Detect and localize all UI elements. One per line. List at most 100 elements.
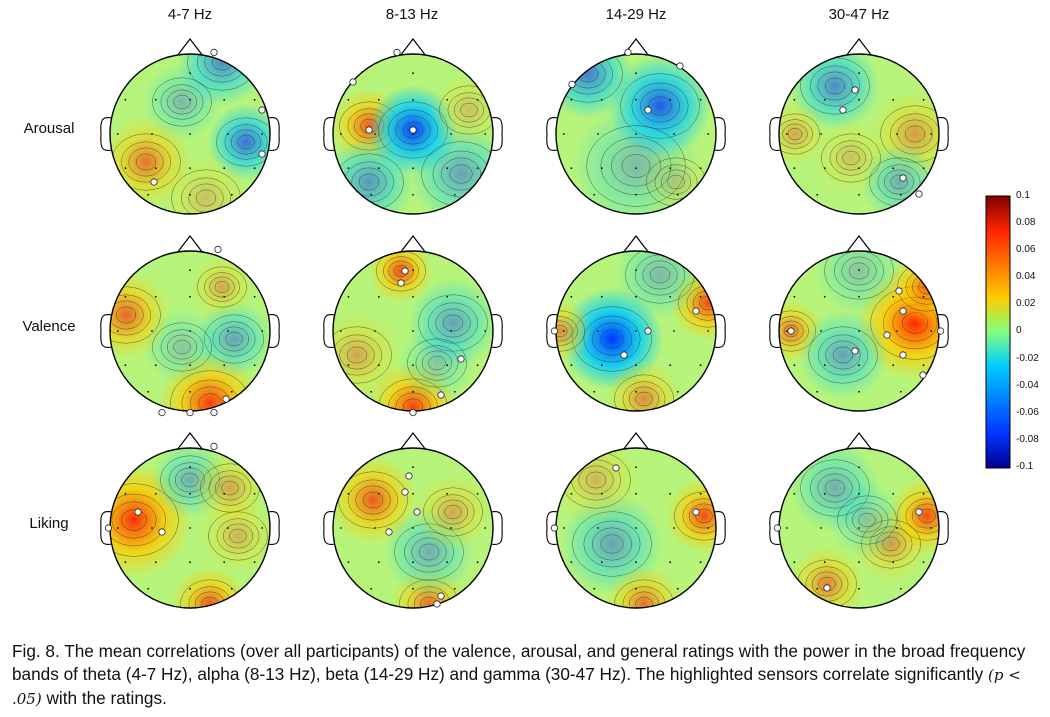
colorbar-tick: -0.02 bbox=[1016, 353, 1039, 364]
contour-line bbox=[439, 85, 493, 135]
topomap-liking-1 bbox=[323, 432, 503, 609]
sensor-dot bbox=[570, 98, 573, 101]
sensor-dot bbox=[189, 133, 191, 135]
colorbar-tick: -0.08 bbox=[1016, 434, 1039, 445]
sensor-dot bbox=[892, 167, 895, 170]
sensor-dot bbox=[892, 561, 895, 564]
sensor-dot bbox=[412, 193, 414, 196]
significant-sensor-marker bbox=[365, 126, 373, 134]
column-header-gamma: 30-47 Hz bbox=[828, 6, 890, 23]
sensor-dot bbox=[124, 561, 127, 564]
colorbar-gradient bbox=[985, 195, 1011, 469]
significant-sensor-marker bbox=[692, 307, 700, 315]
sensor-dot bbox=[793, 492, 796, 495]
sensor-dot bbox=[816, 193, 819, 196]
contour-line bbox=[152, 322, 212, 372]
sensor-dot bbox=[562, 330, 565, 332]
significant-sensor-marker bbox=[385, 528, 393, 536]
topomap-grid bbox=[100, 38, 949, 609]
sensor-dot bbox=[230, 587, 233, 590]
significant-sensor-marker bbox=[550, 327, 559, 335]
contour-line bbox=[225, 331, 243, 347]
contour-line bbox=[214, 280, 230, 294]
left-ear-outline bbox=[323, 313, 336, 349]
sensor-dot bbox=[892, 295, 895, 298]
contour-line bbox=[152, 77, 212, 127]
right-ear-outline bbox=[713, 313, 726, 349]
sensor-dot bbox=[347, 98, 350, 101]
sensor-dot bbox=[189, 295, 191, 298]
significant-sensor-marker bbox=[349, 78, 357, 86]
contour-line bbox=[600, 534, 624, 554]
sensor-dot bbox=[899, 587, 902, 590]
sensor-dot bbox=[892, 492, 895, 495]
contour-line bbox=[428, 355, 446, 371]
right-ear-outline bbox=[490, 116, 503, 152]
nose-outline bbox=[176, 235, 204, 254]
correlation-blob bbox=[161, 153, 251, 214]
sensor-dot bbox=[858, 527, 860, 529]
significant-sensor-marker bbox=[158, 528, 166, 536]
contour-line bbox=[160, 84, 204, 120]
significant-sensor-marker bbox=[620, 351, 628, 359]
contour-line bbox=[173, 339, 191, 355]
contour-line bbox=[437, 499, 469, 525]
significant-sensor-marker bbox=[214, 245, 222, 253]
correlation-blob bbox=[556, 299, 592, 363]
contour-line bbox=[578, 465, 614, 495]
sensor-dot bbox=[793, 561, 796, 564]
sensor-dot bbox=[189, 330, 191, 332]
sensor-dot bbox=[600, 561, 603, 564]
sensor-dot bbox=[223, 167, 226, 170]
significant-sensor-marker bbox=[915, 190, 923, 198]
contour-line bbox=[173, 94, 191, 110]
sensor-dot bbox=[253, 561, 256, 564]
sensor-dot bbox=[116, 133, 119, 135]
contour-line bbox=[835, 145, 867, 171]
contour-line bbox=[221, 480, 239, 496]
correlation-blob bbox=[788, 545, 866, 608]
contour-line bbox=[787, 127, 803, 141]
contour-line bbox=[649, 266, 671, 284]
column-header-beta: 14-29 Hz bbox=[605, 6, 667, 23]
colorbar-tick: -0.1 bbox=[1016, 461, 1034, 472]
sensor-dot bbox=[858, 364, 860, 367]
right-ear-outline bbox=[936, 510, 949, 546]
topomap-valence-3 bbox=[769, 235, 949, 412]
sensor-dot bbox=[189, 167, 191, 170]
contour-line bbox=[402, 398, 424, 411]
topomap-arousal-3 bbox=[769, 38, 949, 215]
contour-line bbox=[135, 153, 157, 171]
sensor-dot bbox=[635, 466, 637, 469]
sensor-dot bbox=[673, 133, 675, 135]
contour-line bbox=[348, 479, 398, 521]
sensor-dot bbox=[339, 133, 342, 135]
sensor-dot bbox=[412, 295, 414, 298]
sensor-dot bbox=[635, 587, 637, 590]
contour-line bbox=[418, 543, 440, 561]
contour-line bbox=[642, 260, 678, 290]
significant-sensor-marker bbox=[883, 331, 891, 339]
sensor-dot bbox=[230, 193, 233, 196]
contour-line bbox=[402, 121, 424, 139]
correlation-blob bbox=[143, 63, 221, 141]
sensor-dot bbox=[570, 295, 573, 298]
sensor-dot bbox=[793, 167, 796, 170]
sensor-dot bbox=[347, 561, 350, 564]
left-ear-outline bbox=[323, 510, 336, 546]
contour-line bbox=[441, 157, 481, 191]
topomap-surface bbox=[556, 54, 716, 214]
sensor-dot bbox=[412, 587, 414, 590]
contour-line bbox=[904, 125, 926, 143]
sensor-dot bbox=[597, 330, 599, 332]
contour-line bbox=[918, 508, 936, 524]
colorbar-tick: 0 bbox=[1016, 325, 1022, 336]
sensor-dot bbox=[823, 561, 826, 564]
significant-sensor-marker bbox=[413, 508, 421, 516]
significant-sensor-marker bbox=[644, 327, 652, 335]
sensor-dot bbox=[922, 561, 925, 564]
sensor-dot bbox=[151, 330, 153, 332]
contour-line bbox=[362, 491, 384, 509]
significant-sensor-marker bbox=[393, 48, 401, 57]
contour-line bbox=[824, 479, 846, 497]
